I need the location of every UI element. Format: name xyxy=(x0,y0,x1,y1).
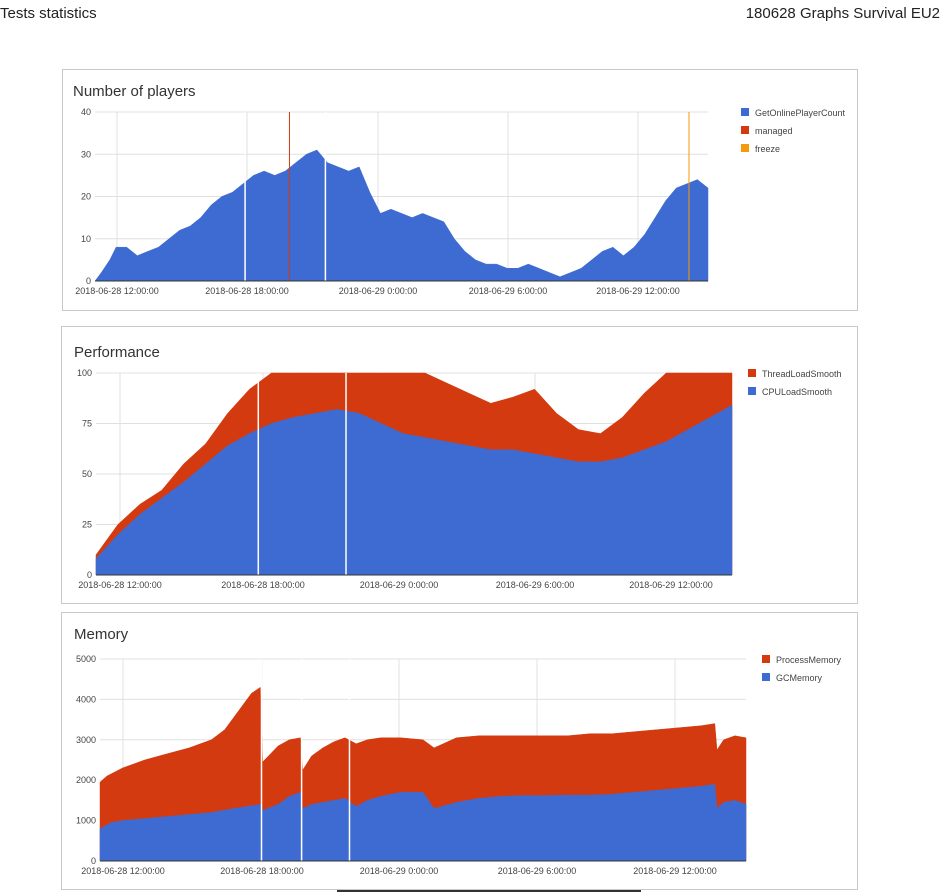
performance-chart-panel: Performance 0 25 50 75 100 2018-06-28 12:00:00… xyxy=(61,326,858,604)
legend-swatch xyxy=(741,144,749,152)
x-tick-label: 2018-06-29 0:00:00 xyxy=(360,580,439,590)
chart-title: Memory xyxy=(74,626,129,643)
x-tick-label: 2018-06-29 0:00:00 xyxy=(360,866,439,876)
x-tick-label: 2018-06-29 6:00:00 xyxy=(469,286,548,296)
legend-label: ThreadLoadSmooth xyxy=(762,369,842,379)
x-tick-label: 2018-06-29 6:00:00 xyxy=(498,866,577,876)
memory-chart: Memory 0 1000 2000 3000 4000 5000 2018-06-28 12… xyxy=(74,626,842,876)
legend-label: GetOnlinePlayerCount xyxy=(755,108,846,118)
x-tick-label: 2018-06-28 12:00:00 xyxy=(75,286,159,296)
x-tick-label: 2018-06-29 0:00:00 xyxy=(339,286,418,296)
performance-chart: Performance 0 25 50 75 100 2018-06-28 12:00:00… xyxy=(74,344,842,590)
y-tick-label: 0 xyxy=(91,856,96,866)
page-header: Tests statistics 180628 Graphs Survival … xyxy=(0,0,947,24)
y-tick-label: 2000 xyxy=(76,775,96,785)
y-tick-label: 1000 xyxy=(76,816,96,826)
legend-label: ProcessMemory xyxy=(776,655,842,665)
y-tick-label: 4000 xyxy=(76,694,96,704)
x-tick-label: 2018-06-28 18:00:00 xyxy=(221,580,305,590)
x-tick-label: 2018-06-29 12:00:00 xyxy=(629,580,713,590)
legend-label: freeze xyxy=(755,144,780,154)
page-title: Tests statistics xyxy=(0,5,97,22)
y-tick-label: 3000 xyxy=(76,735,96,745)
players-chart: Number of players 0 10 20 30 40 2018-06-28 12:… xyxy=(73,83,846,296)
x-tick-label: 2018-06-29 12:00:00 xyxy=(596,286,680,296)
y-tick-label: 20 xyxy=(81,192,91,202)
y-tick-label: 0 xyxy=(86,276,91,286)
players-chart-panel: Number of players 0 10 20 30 40 2018-06-28 12:… xyxy=(62,69,858,311)
x-tick-label: 2018-06-28 12:00:00 xyxy=(81,866,165,876)
legend-label: managed xyxy=(755,126,793,136)
legend-swatch xyxy=(762,673,770,681)
memory-chart-panel: Memory 0 1000 2000 3000 4000 5000 2018-06-28 12… xyxy=(61,612,858,890)
footer-divider xyxy=(337,890,641,892)
y-tick-label: 40 xyxy=(81,107,91,117)
legend-swatch xyxy=(748,369,756,377)
x-tick-label: 2018-06-28 12:00:00 xyxy=(78,580,162,590)
legend-swatch xyxy=(741,108,749,116)
y-tick-label: 100 xyxy=(77,368,92,378)
legend-swatch xyxy=(762,655,770,663)
y-tick-label: 75 xyxy=(82,419,92,429)
legend-swatch xyxy=(748,387,756,395)
y-tick-label: 50 xyxy=(82,469,92,479)
legend-swatch xyxy=(741,126,749,134)
series-area-GetOnlinePlayerCount xyxy=(94,149,709,282)
legend-label: GCMemory xyxy=(776,673,823,683)
y-tick-label: 30 xyxy=(81,149,91,159)
y-tick-label: 25 xyxy=(82,520,92,530)
legend-label: CPULoadSmooth xyxy=(762,387,832,397)
series-area-CPULoadSmooth xyxy=(95,404,733,576)
y-tick-label: 10 xyxy=(81,234,91,244)
x-tick-label: 2018-06-29 12:00:00 xyxy=(633,866,717,876)
x-tick-label: 2018-06-28 18:00:00 xyxy=(205,286,289,296)
y-tick-label: 5000 xyxy=(76,654,96,664)
chart-title: Number of players xyxy=(73,83,196,100)
report-title: 180628 Graphs Survival EU2 xyxy=(745,5,940,22)
chart-title: Performance xyxy=(74,344,160,361)
x-tick-label: 2018-06-28 18:00:00 xyxy=(220,866,304,876)
y-tick-label: 0 xyxy=(87,570,92,580)
x-tick-label: 2018-06-29 6:00:00 xyxy=(496,580,575,590)
